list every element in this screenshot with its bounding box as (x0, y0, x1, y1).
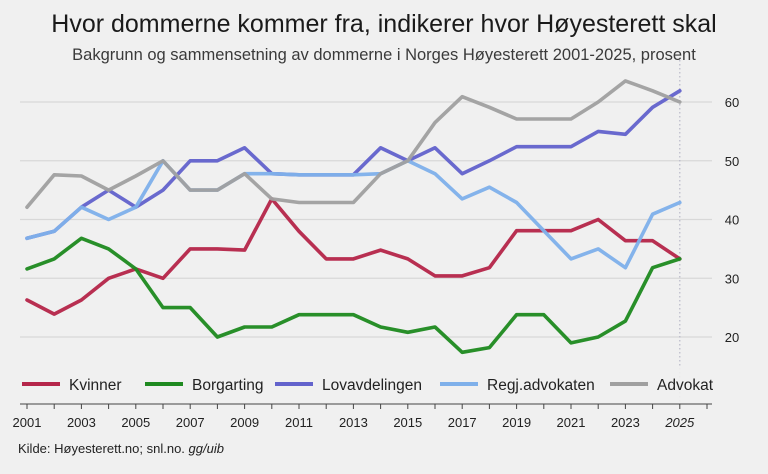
x-tick-label: 2021 (557, 415, 586, 430)
legend-label: Lovavdelingen (322, 377, 422, 394)
y-axis: 20 30 40 50 60 (725, 95, 739, 345)
source-note: Kilde: Høyesterett.no; snl.no. gg/uib (18, 441, 224, 456)
x-tick-label: 2007 (176, 415, 205, 430)
source-text: Kilde: Høyesterett.no; snl.no. (18, 441, 185, 456)
y-tick-label: 40 (725, 213, 739, 228)
series-line-advokat (27, 81, 680, 207)
x-tick-label: 2019 (502, 415, 531, 430)
y-tick-label: 60 (725, 95, 739, 110)
x-tick-label: 2005 (121, 415, 150, 430)
legend-label: Kvinner (69, 377, 122, 394)
y-tick-label: 30 (725, 271, 739, 286)
y-tick-label: 20 (725, 330, 739, 345)
series-line-regj-advokaten (27, 161, 680, 268)
x-tick-label: 2009 (230, 415, 259, 430)
legend-label: Borgarting (192, 377, 264, 394)
x-axis: 2001 2003 2005 2007 2009 2011 2013 2015 2017 2019… (13, 404, 712, 430)
gridlines (20, 102, 712, 337)
legend-label: Advokat (657, 377, 714, 394)
x-tick-label: 2023 (611, 415, 640, 430)
x-tick-label: 2011 (285, 415, 313, 430)
x-tick-label: 2001 (13, 415, 42, 430)
line-chart: 20 30 40 50 60 Kvinner Borgarting Lovavdelinge… (0, 0, 768, 474)
x-tick-label: 2013 (339, 415, 368, 430)
series-lines (27, 81, 680, 352)
y-tick-label: 50 (725, 154, 739, 169)
x-tick-label: 2017 (448, 415, 477, 430)
legend-label: Regj.advokaten (487, 377, 595, 394)
x-tick-label: 2025 (664, 415, 695, 430)
x-tick-label: 2003 (67, 415, 96, 430)
x-tick-label: 2015 (393, 415, 422, 430)
source-credit: gg/uib (189, 441, 224, 456)
